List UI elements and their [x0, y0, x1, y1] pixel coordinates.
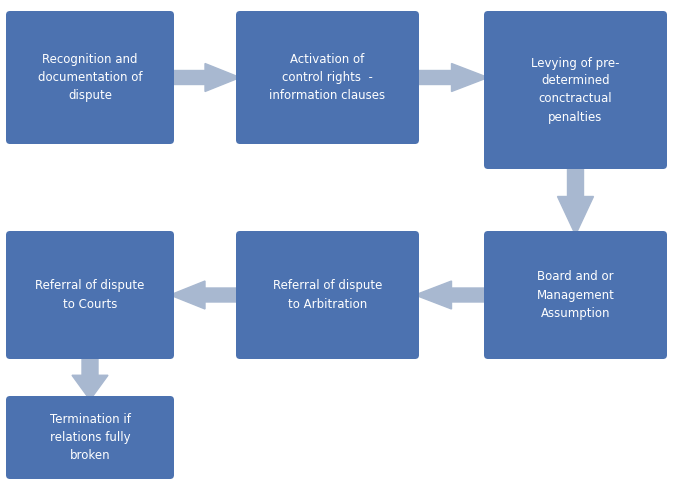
Text: Board and or
Management
Assumption: Board and or Management Assumption	[537, 271, 614, 319]
FancyBboxPatch shape	[6, 396, 174, 479]
Polygon shape	[415, 64, 488, 91]
FancyBboxPatch shape	[236, 11, 419, 144]
FancyBboxPatch shape	[6, 231, 174, 359]
Text: Termination if
relations fully
broken: Termination if relations fully broken	[50, 413, 131, 462]
Text: Activation of
control rights  -
information clauses: Activation of control rights - informati…	[269, 53, 385, 102]
Polygon shape	[170, 281, 240, 309]
Polygon shape	[415, 281, 488, 309]
Polygon shape	[72, 355, 108, 400]
FancyBboxPatch shape	[236, 231, 419, 359]
Text: Referral of dispute
to Courts: Referral of dispute to Courts	[36, 279, 144, 311]
Polygon shape	[558, 165, 593, 235]
Polygon shape	[170, 64, 240, 91]
Text: Referral of dispute
to Arbitration: Referral of dispute to Arbitration	[273, 279, 383, 311]
FancyBboxPatch shape	[6, 11, 174, 144]
FancyBboxPatch shape	[484, 11, 667, 169]
FancyBboxPatch shape	[484, 231, 667, 359]
Text: Levying of pre-
determined
conctractual
penalties: Levying of pre- determined conctractual …	[531, 56, 620, 123]
Text: Recognition and
documentation of
dispute: Recognition and documentation of dispute	[38, 53, 142, 102]
